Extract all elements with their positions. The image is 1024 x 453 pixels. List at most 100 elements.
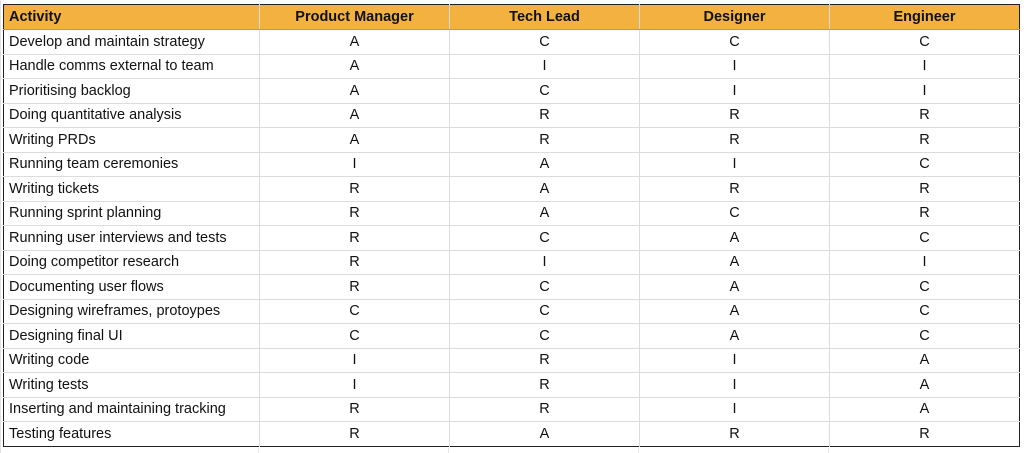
tech-lead-cell[interactable]: R <box>449 372 640 398</box>
product-manager-cell[interactable]: R <box>259 225 450 251</box>
product-manager-cell[interactable]: A <box>259 78 450 104</box>
tech-lead-cell[interactable]: R <box>449 127 640 153</box>
product-manager-cell[interactable]: A <box>259 29 450 55</box>
header-activity[interactable]: Activity <box>3 4 260 30</box>
activity-cell[interactable]: Develop and maintain strategy <box>3 29 260 55</box>
activity-cell[interactable]: Documenting user flows <box>3 274 260 300</box>
product-manager-cell[interactable]: R <box>259 421 450 446</box>
product-manager-cell[interactable]: C <box>259 299 450 324</box>
product-manager-cell[interactable]: R <box>259 397 450 422</box>
product-manager-cell[interactable]: I <box>259 348 450 373</box>
designer-cell[interactable]: R <box>639 176 830 202</box>
designer-cell[interactable]: C <box>639 201 830 226</box>
tech-lead-cell[interactable]: C <box>449 323 640 349</box>
product-manager-cell[interactable]: R <box>259 250 450 275</box>
designer-cell[interactable]: A <box>639 323 830 349</box>
tech-lead-cell[interactable]: C <box>449 225 640 251</box>
header-product-manager[interactable]: Product Manager <box>259 4 450 30</box>
tech-lead-cell[interactable]: A <box>449 421 640 446</box>
tech-lead-cell[interactable]: C <box>449 29 640 55</box>
header-designer[interactable]: Designer <box>639 4 830 30</box>
tech-lead-cell[interactable]: R <box>449 348 640 373</box>
activity-cell[interactable]: Writing PRDs <box>3 127 260 153</box>
engineer-cell[interactable]: A <box>829 372 1020 398</box>
activity-cell[interactable]: Handle comms external to team <box>3 54 260 79</box>
activity-cell[interactable]: Doing competitor research <box>3 250 260 275</box>
header-row: Activity Product Manager Tech Lead Desig… <box>3 4 1020 30</box>
product-manager-cell[interactable]: A <box>259 127 450 153</box>
designer-cell[interactable]: I <box>639 372 830 398</box>
product-manager-cell[interactable]: A <box>259 54 450 79</box>
table-row: Doing quantitative analysis A R R R <box>3 103 1020 128</box>
tech-lead-cell[interactable]: R <box>449 397 640 422</box>
product-manager-cell[interactable]: I <box>259 152 450 177</box>
table-row: Doing competitor research R I A I <box>3 250 1020 275</box>
product-manager-cell[interactable]: R <box>259 274 450 300</box>
tech-lead-cell[interactable]: R <box>449 103 640 128</box>
designer-cell[interactable]: A <box>639 274 830 300</box>
tech-lead-cell[interactable]: C <box>449 299 640 324</box>
tech-lead-cell[interactable]: A <box>449 201 640 226</box>
activity-cell[interactable]: Running sprint planning <box>3 201 260 226</box>
product-manager-cell[interactable]: A <box>259 103 450 128</box>
engineer-cell[interactable]: C <box>829 225 1020 251</box>
header-tech-lead[interactable]: Tech Lead <box>449 4 640 30</box>
engineer-cell[interactable]: R <box>829 201 1020 226</box>
product-manager-cell[interactable]: I <box>259 372 450 398</box>
activity-cell[interactable]: Running user interviews and tests <box>3 225 260 251</box>
activity-cell[interactable]: Writing code <box>3 348 260 373</box>
engineer-cell[interactable]: A <box>829 348 1020 373</box>
designer-cell[interactable]: C <box>639 29 830 55</box>
engineer-cell[interactable]: C <box>829 323 1020 349</box>
engineer-cell[interactable]: R <box>919 425 930 442</box>
activity-cell[interactable]: Doing quantitative analysis <box>3 103 260 128</box>
tech-lead-cell[interactable]: A <box>449 152 640 177</box>
table-row: Documenting user flows R C A C <box>3 274 1020 300</box>
tech-lead-cell[interactable]: I <box>449 250 640 275</box>
engineer-cell[interactable]: R <box>829 103 1020 128</box>
activity-cell[interactable]: Running team ceremonies <box>3 152 260 177</box>
tech-lead-cell[interactable]: C <box>449 274 640 300</box>
tech-lead-cell[interactable]: A <box>449 176 640 202</box>
header-engineer[interactable]: Engineer <box>829 4 1020 30</box>
designer-cell[interactable]: A <box>639 250 830 275</box>
engineer-cell[interactable]: I <box>829 250 1020 275</box>
activity-cell[interactable]: Designing final UI <box>3 323 260 349</box>
table-row: Prioritising backlog A C I I <box>3 78 1020 104</box>
designer-cell[interactable]: I <box>639 78 830 104</box>
activity-cell[interactable]: Writing tickets <box>3 176 260 202</box>
designer-cell[interactable]: I <box>639 348 830 373</box>
activity-cell[interactable]: Designing wireframes, protoypes <box>3 299 260 324</box>
product-manager-cell[interactable]: C <box>259 323 450 349</box>
product-manager-cell[interactable]: R <box>259 176 450 202</box>
tech-lead-cell[interactable]: I <box>449 54 640 79</box>
designer-cell[interactable]: A <box>639 225 830 251</box>
table-row: Writing PRDs A R R R <box>3 127 1020 153</box>
designer-cell[interactable]: I <box>639 152 830 177</box>
engineer-cell[interactable]: C <box>829 274 1020 300</box>
table-row: Designing final UI C C A C <box>3 323 1020 349</box>
designer-cell[interactable]: R <box>639 103 830 128</box>
engineer-cell[interactable]: C <box>829 29 1020 55</box>
engineer-cell[interactable]: C <box>829 299 1020 324</box>
table-row: Writing tests I R I A <box>3 372 1020 398</box>
engineer-cell[interactable]: I <box>829 54 1020 79</box>
product-manager-cell[interactable]: R <box>259 201 450 226</box>
designer-cell[interactable]: I <box>639 54 830 79</box>
activity-cell[interactable]: Writing tests <box>3 372 260 398</box>
designer-cell[interactable]: R <box>639 421 830 446</box>
designer-cell[interactable]: I <box>639 397 830 422</box>
activity-cell[interactable]: Testing features <box>3 421 260 446</box>
engineer-cell[interactable]: I <box>829 78 1020 104</box>
engineer-cell[interactable]: A <box>829 397 1020 422</box>
tech-lead-cell[interactable]: C <box>449 78 640 104</box>
designer-cell[interactable]: R <box>639 127 830 153</box>
engineer-cell[interactable]: C <box>829 152 1020 177</box>
activity-cell[interactable]: Prioritising backlog <box>3 78 260 104</box>
engineer-cell[interactable]: R <box>829 127 1020 153</box>
engineer-cell[interactable]: R <box>829 176 1020 202</box>
empty-grid-row <box>3 448 1019 453</box>
designer-cell[interactable]: A <box>639 299 830 324</box>
activity-cell[interactable]: Inserting and maintaining tracking <box>3 397 260 422</box>
